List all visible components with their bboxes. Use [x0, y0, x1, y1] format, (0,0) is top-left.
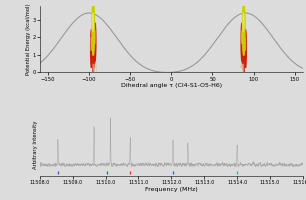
Circle shape [94, 23, 96, 61]
Y-axis label: Arbitrary Intensity: Arbitrary Intensity [33, 120, 38, 169]
X-axis label: Dihedral angle τ (Cl4-S1-O5-H6): Dihedral angle τ (Cl4-S1-O5-H6) [121, 83, 222, 88]
Circle shape [92, 13, 93, 31]
Circle shape [243, 13, 244, 31]
Circle shape [93, 64, 94, 77]
Circle shape [242, 2, 245, 55]
Circle shape [241, 23, 243, 61]
Circle shape [241, 31, 242, 44]
Circle shape [92, 2, 95, 55]
Circle shape [93, 56, 95, 94]
Circle shape [95, 64, 96, 87]
Circle shape [244, 30, 246, 68]
Y-axis label: Potential Energy (kcal/mol): Potential Energy (kcal/mol) [26, 3, 31, 75]
Circle shape [91, 30, 92, 68]
Circle shape [95, 68, 96, 76]
Circle shape [242, 56, 244, 94]
Circle shape [241, 64, 242, 87]
X-axis label: Frequency (MHz): Frequency (MHz) [145, 187, 198, 192]
Circle shape [243, 64, 244, 77]
